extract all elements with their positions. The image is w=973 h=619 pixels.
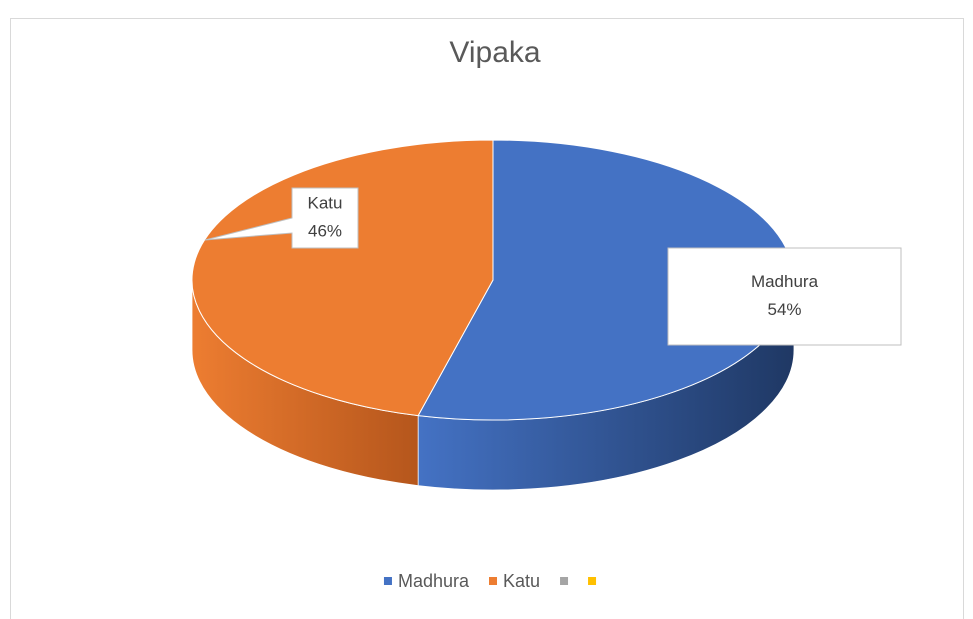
legend-item: Katu — [489, 571, 540, 591]
legend-swatch — [383, 577, 392, 585]
legend-label: Katu — [503, 571, 540, 591]
legend-swatch — [588, 577, 597, 585]
legend-swatch — [489, 577, 498, 585]
legend-swatch — [560, 577, 569, 585]
legend-item — [560, 577, 569, 585]
chart-title: Vipaka — [449, 36, 541, 69]
pie-slice — [191, 139, 494, 417]
data-label-value: 46% — [308, 221, 342, 240]
data-label-category: Madhura — [751, 272, 819, 291]
legend-label: Madhura — [398, 571, 470, 591]
data-label-value: 54% — [767, 300, 801, 319]
data-label-category: Katu — [308, 193, 343, 212]
callout-box — [667, 247, 902, 346]
legend-item — [588, 577, 597, 585]
legend-item: Madhura — [383, 571, 470, 591]
callout-box — [204, 187, 359, 249]
